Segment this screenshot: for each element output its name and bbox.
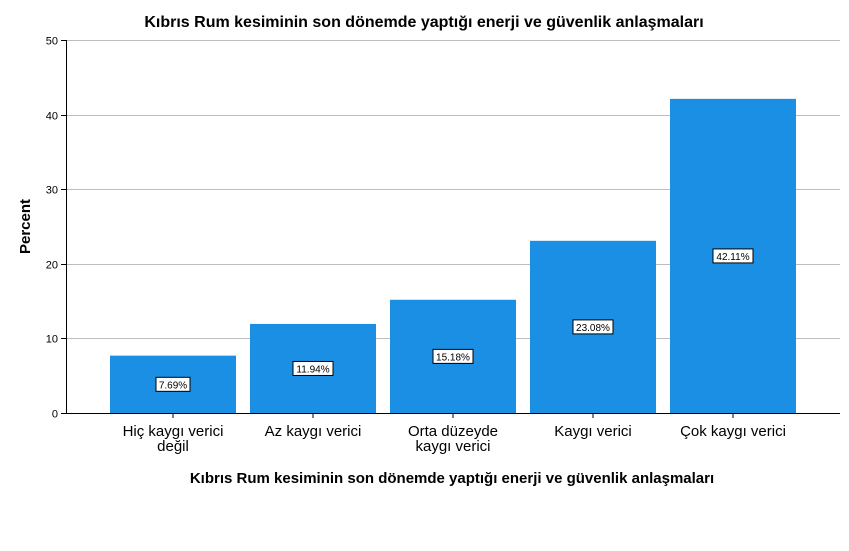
- data-label-box: [292, 360, 334, 376]
- bars: [110, 98, 796, 413]
- data-label-text: 15.18%: [436, 352, 470, 363]
- data-labels: 7.69% 11.94% 15.18% 23.08% 42.11%: [155, 248, 754, 392]
- data-label: 23.08%: [572, 319, 614, 335]
- x-tick-label: Orta düzeyde: [408, 423, 498, 440]
- data-label: 11.94%: [292, 360, 334, 376]
- x-tick-label: Kaygı verici: [554, 423, 632, 440]
- data-label-box: [572, 319, 614, 335]
- x-tick-label: Hiç kaygı verici: [123, 423, 224, 440]
- y-axis-ticks: 0 10 20 30 40 50: [46, 36, 66, 421]
- y-tick-label: 40: [46, 111, 58, 123]
- y-tick-label: 30: [46, 185, 58, 197]
- data-label-text: 11.94%: [296, 364, 329, 375]
- data-label-box: [155, 376, 191, 392]
- chart-title: Kıbrıs Rum kesiminin son dönemde yaptığı…: [144, 14, 703, 31]
- data-label-text: 7.69%: [159, 380, 187, 391]
- y-tick-label: 10: [46, 334, 58, 346]
- data-label: 42.11%: [712, 248, 754, 264]
- x-axis-label: Kıbrıs Rum kesiminin son dönemde yaptığı…: [190, 470, 714, 487]
- x-tick-label: Az kaygı verici: [265, 423, 362, 440]
- y-tick-label: 50: [46, 36, 58, 48]
- x-tick-label: Çok kaygı verici: [680, 423, 786, 440]
- data-label-box: [712, 248, 754, 264]
- x-tick-label: değil: [157, 438, 189, 455]
- data-label: 15.18%: [432, 348, 474, 364]
- y-tick-label: 20: [46, 260, 58, 272]
- y-axis-label: Percent: [17, 199, 34, 254]
- data-label-box: [432, 348, 474, 364]
- data-label-text: 23.08%: [576, 323, 610, 334]
- x-tick-label: kaygı verici: [415, 438, 490, 455]
- y-tick-label: 0: [52, 409, 58, 421]
- data-label: 7.69%: [155, 376, 191, 392]
- data-label-text: 42.11%: [716, 252, 749, 263]
